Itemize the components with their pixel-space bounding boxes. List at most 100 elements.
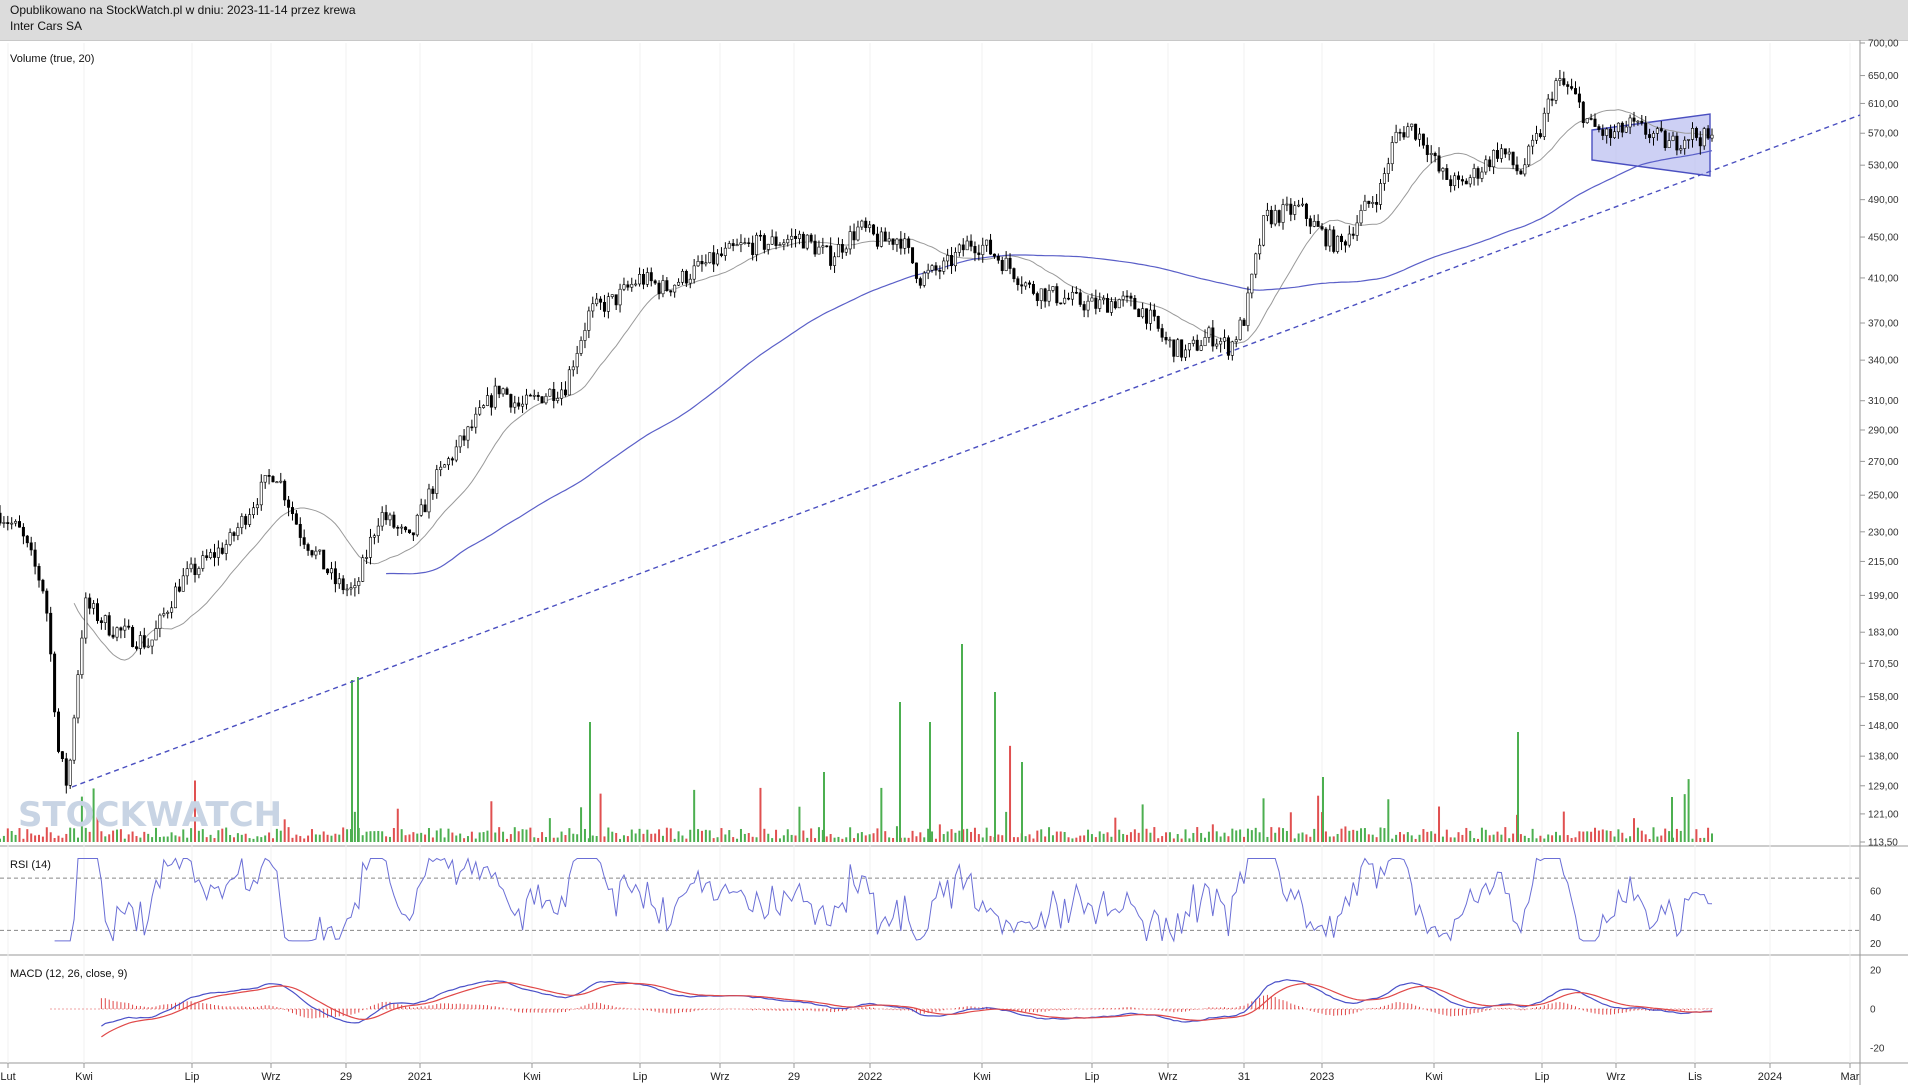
volume-bar	[673, 838, 676, 842]
volume-bar	[287, 827, 290, 842]
volume-bar	[342, 827, 345, 842]
price-tick-label: 310,00	[1868, 396, 1899, 407]
candle-body	[606, 296, 610, 312]
volume-bar	[1574, 837, 1577, 842]
candle-body	[407, 529, 411, 534]
candle-body	[1254, 253, 1258, 275]
candle-body	[848, 231, 852, 250]
volume-bar	[1344, 826, 1347, 842]
time-tick-label: Lut	[0, 1071, 15, 1083]
candle-body	[1121, 295, 1125, 300]
candle-body	[236, 527, 240, 536]
volume-bar	[1001, 835, 1004, 842]
volume-bar	[1165, 832, 1168, 842]
volume-bar	[1094, 837, 1097, 842]
candle-body	[142, 635, 146, 648]
volume-bar	[1582, 831, 1585, 842]
candle-body	[1262, 215, 1266, 246]
candle-body	[875, 233, 879, 247]
volume-bar	[1703, 837, 1706, 842]
volume-bar	[1141, 804, 1144, 842]
volume-bar	[856, 833, 859, 842]
candle-body	[478, 407, 482, 415]
candle-body	[930, 265, 934, 271]
stockwatch-watermark: STOCKWATCH	[18, 795, 282, 835]
candle-body	[665, 280, 669, 291]
volume-spike	[1021, 762, 1023, 842]
volume-bar	[1558, 835, 1561, 842]
candle-body	[1460, 179, 1464, 182]
candle-body	[1367, 200, 1371, 204]
candle-body	[232, 532, 236, 536]
candle-body	[1004, 257, 1008, 271]
volume-bar	[1200, 832, 1203, 842]
candle-body	[1394, 131, 1398, 143]
candle-body	[1086, 300, 1090, 311]
candle-body	[1156, 315, 1160, 329]
macd-panel: 20 0 -20	[50, 965, 1885, 1055]
rsi-line	[54, 857, 1713, 943]
volume-bar	[1360, 828, 1363, 842]
volume-bar	[732, 837, 735, 842]
volume-bar	[841, 838, 844, 842]
volume-bar	[1477, 838, 1480, 842]
volume-bar	[1254, 827, 1257, 842]
candle-body	[2, 522, 6, 524]
volume-bar	[221, 828, 224, 842]
volume-bar	[1465, 827, 1468, 842]
volume-bar	[1644, 834, 1647, 842]
time-tick-label: Wrz	[261, 1071, 280, 1083]
candle-body	[150, 639, 154, 647]
volume-bar	[459, 833, 462, 842]
candle-body	[1141, 308, 1145, 318]
candle-body	[743, 242, 747, 244]
candle-body	[1340, 235, 1344, 242]
volume-bar	[264, 835, 267, 842]
price-tick-label: 113,50	[1868, 838, 1898, 849]
volume-bar	[1133, 829, 1136, 842]
candle-body	[411, 532, 415, 536]
candle-body	[1020, 284, 1024, 287]
sma-fast-line	[73, 109, 1713, 661]
volume-bar	[1309, 836, 1312, 842]
candle-body	[1476, 168, 1480, 179]
volume-bar	[942, 834, 945, 842]
candle-body	[361, 557, 365, 582]
candle-body	[1223, 337, 1227, 342]
volume-bar	[521, 829, 524, 842]
candle-body	[864, 220, 868, 228]
volume-bar	[1449, 837, 1452, 842]
volume-bar	[1562, 811, 1565, 842]
candle-body	[1098, 299, 1102, 309]
volume-bar	[876, 828, 879, 842]
volume-bar	[638, 828, 641, 842]
candle-body	[907, 238, 911, 248]
candle-body	[1531, 139, 1535, 147]
candle-body	[53, 653, 57, 713]
volume-bar	[895, 826, 898, 842]
candle-body	[575, 353, 579, 368]
volume-bar	[427, 828, 430, 842]
volume-bar	[626, 836, 629, 842]
candle-body	[450, 458, 454, 461]
volume-bar	[587, 838, 590, 842]
candle-body	[439, 466, 443, 471]
candle-body	[1457, 175, 1461, 180]
volume-bar	[1453, 837, 1456, 842]
candle-body	[318, 549, 322, 552]
volume-bar	[486, 830, 489, 842]
volume-bar	[1227, 836, 1230, 842]
volume-bar	[217, 830, 220, 842]
candle-body	[751, 242, 755, 255]
candle-body	[544, 395, 548, 404]
volume-bar	[1683, 794, 1686, 842]
candle-body	[72, 717, 76, 761]
candle-body	[1449, 179, 1453, 187]
volume-bar	[966, 828, 969, 842]
candle-body	[696, 261, 700, 267]
volume-bar	[1176, 834, 1179, 842]
time-tick-label: Lis	[1688, 1071, 1703, 1083]
candle-body	[267, 475, 271, 477]
volume-bar	[1609, 831, 1612, 842]
volume-bar	[100, 831, 103, 842]
